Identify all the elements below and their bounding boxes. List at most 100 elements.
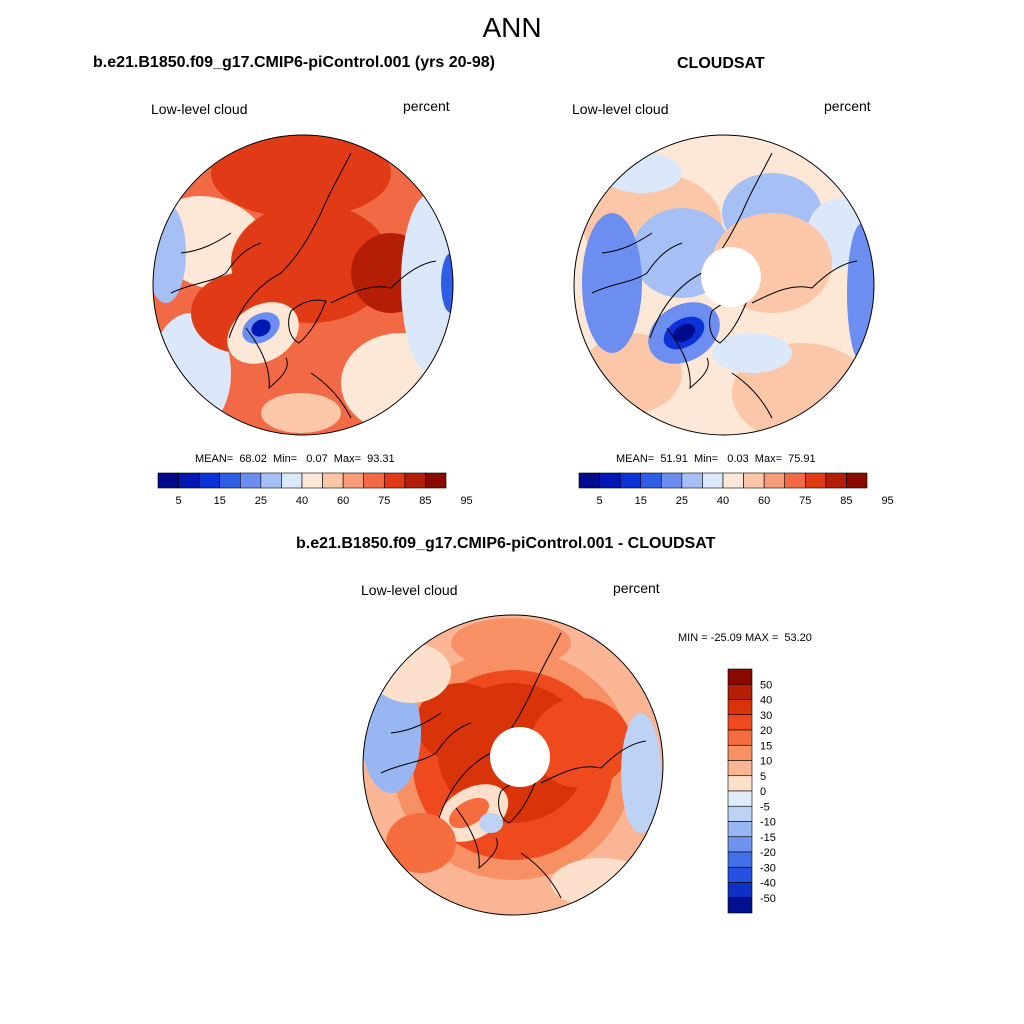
panel-1-variable-label: Low-level cloud [151, 101, 248, 117]
panel-2-variable-label: Low-level cloud [572, 101, 669, 117]
colorbar-tick-label: 15 [760, 740, 772, 752]
colorbar-swatch [727, 775, 753, 792]
panel-2-title: CLOUDSAT [677, 55, 765, 72]
colorbar-tick-label: 5 [760, 771, 766, 783]
cloud-contour-region [341, 333, 453, 433]
cloud-field [574, 135, 874, 435]
colorbar-swatch [404, 472, 426, 489]
panel-1-polar-map [152, 134, 454, 436]
cloud-contour-region [251, 319, 271, 337]
colorbar-swatch [301, 472, 323, 489]
colorbar-swatch [727, 699, 753, 716]
colorbar-swatch [599, 472, 621, 489]
colorbar-tick-label: 60 [758, 495, 770, 507]
colorbar-swatch [727, 805, 753, 822]
colorbar-tick-label: 25 [676, 495, 688, 507]
colorbar-tick-label: 30 [760, 710, 772, 722]
colorbar-tick-label: 40 [760, 695, 772, 707]
colorbar-swatch [722, 472, 744, 489]
colorbar-swatch [578, 472, 600, 489]
colorbar-swatch [825, 472, 847, 489]
cloud-contour-region [153, 203, 186, 303]
cloud-contour-region [712, 333, 792, 373]
colorbar-swatch [784, 472, 806, 489]
colorbar-tick-label: 75 [799, 495, 811, 507]
cloud-contour-region [261, 393, 341, 433]
colorbar-swatch [157, 472, 179, 489]
colorbar-swatch [727, 683, 753, 700]
colorbar-swatch [281, 472, 303, 489]
colorbar-swatch [763, 472, 786, 489]
cloud-contour-region [451, 618, 571, 668]
colorbar-swatch [727, 851, 753, 868]
map-boundary [362, 614, 664, 916]
colorbar-swatch [727, 897, 753, 914]
cloud-contour-region [441, 253, 453, 313]
colorbar-tick-label: -15 [760, 832, 776, 844]
colorbar-tick-label: 15 [635, 495, 647, 507]
figure-title: ANN [482, 12, 542, 43]
cloud-contour-region [371, 643, 451, 703]
colorbar-swatch [727, 714, 753, 731]
colorbar-swatch [260, 472, 282, 489]
colorbar-swatch [727, 790, 753, 807]
colorbar-tick-label: 0 [760, 786, 766, 798]
colorbar-tick-label: -20 [760, 847, 776, 859]
cloud-contour-region [621, 713, 661, 833]
panel-3-variable-label: Low-level cloud [361, 582, 458, 598]
colorbar-swatch [727, 821, 753, 838]
cloud-contour-region [449, 797, 489, 829]
colorbar-swatch [804, 472, 827, 489]
colorbar-tick-label: -5 [760, 801, 770, 813]
colorbar-swatch [727, 882, 753, 899]
cloud-field [153, 135, 453, 435]
colorbar-swatch [702, 472, 724, 489]
colorbar-swatch [239, 472, 262, 489]
panel-1-title: b.e21.B1850.f09_g17.CMIP6-piControl.001 … [93, 54, 495, 71]
colorbar-tick-label: -40 [760, 878, 776, 890]
colorbar-swatch [425, 472, 447, 489]
colorbar-swatch [640, 472, 662, 489]
colorbar-tick-label: 75 [378, 495, 390, 507]
cloud-contour-region [551, 858, 651, 908]
panel-2-polar-map [573, 134, 875, 436]
colorbar-tick-label: 40 [296, 495, 308, 507]
panel-2-stats: MEAN= 51.91 Min= 0.03 Max= 75.91 [616, 453, 816, 465]
panel-3-polar-map [362, 614, 664, 916]
colorbar-tick-label: 5 [176, 495, 182, 507]
colorbar-tick-label: 5 [597, 495, 603, 507]
cloud-contour-region [386, 813, 456, 873]
colorbar-swatch [322, 472, 344, 489]
colorbar-tick-label: 50 [760, 679, 772, 691]
colorbar-tick-label: 95 [460, 495, 472, 507]
cloud-contour-region [211, 135, 391, 218]
colorbar-swatch [619, 472, 642, 489]
coastline [170, 152, 437, 419]
map-boundary [152, 134, 454, 436]
colorbar-swatch [178, 472, 200, 489]
map-boundary [573, 134, 875, 436]
colorbar-tick-label: -10 [760, 817, 776, 829]
colorbar-swatch [660, 472, 683, 489]
cloud-contour-region [672, 323, 696, 343]
colorbar-swatch [198, 472, 221, 489]
cloud-contour-region [531, 698, 631, 788]
cloud-contour-region [479, 813, 503, 833]
colorbar-swatch [342, 472, 365, 489]
colorbar-swatch [727, 668, 753, 685]
panel-1-stats: MEAN= 68.02 Min= 0.07 Max= 93.31 [195, 453, 395, 465]
panel-3-stats: MIN = -25.09 MAX = 53.20 [678, 632, 812, 644]
cloud-contour-region [582, 213, 642, 353]
cloud-contour-region [847, 223, 874, 363]
polar-data-gap [490, 727, 550, 787]
colorbar-swatch [363, 472, 385, 489]
panel-1-units-label: percent [403, 98, 450, 114]
colorbar-tick-label: 20 [760, 725, 772, 737]
colorbar-tick-label: 10 [760, 756, 772, 768]
colorbar-swatch [219, 472, 241, 489]
colorbar-tick-label: -30 [760, 862, 776, 874]
colorbar-swatch [383, 472, 406, 489]
colorbar-swatch [727, 866, 753, 883]
colorbar-tick-label: 25 [255, 495, 267, 507]
